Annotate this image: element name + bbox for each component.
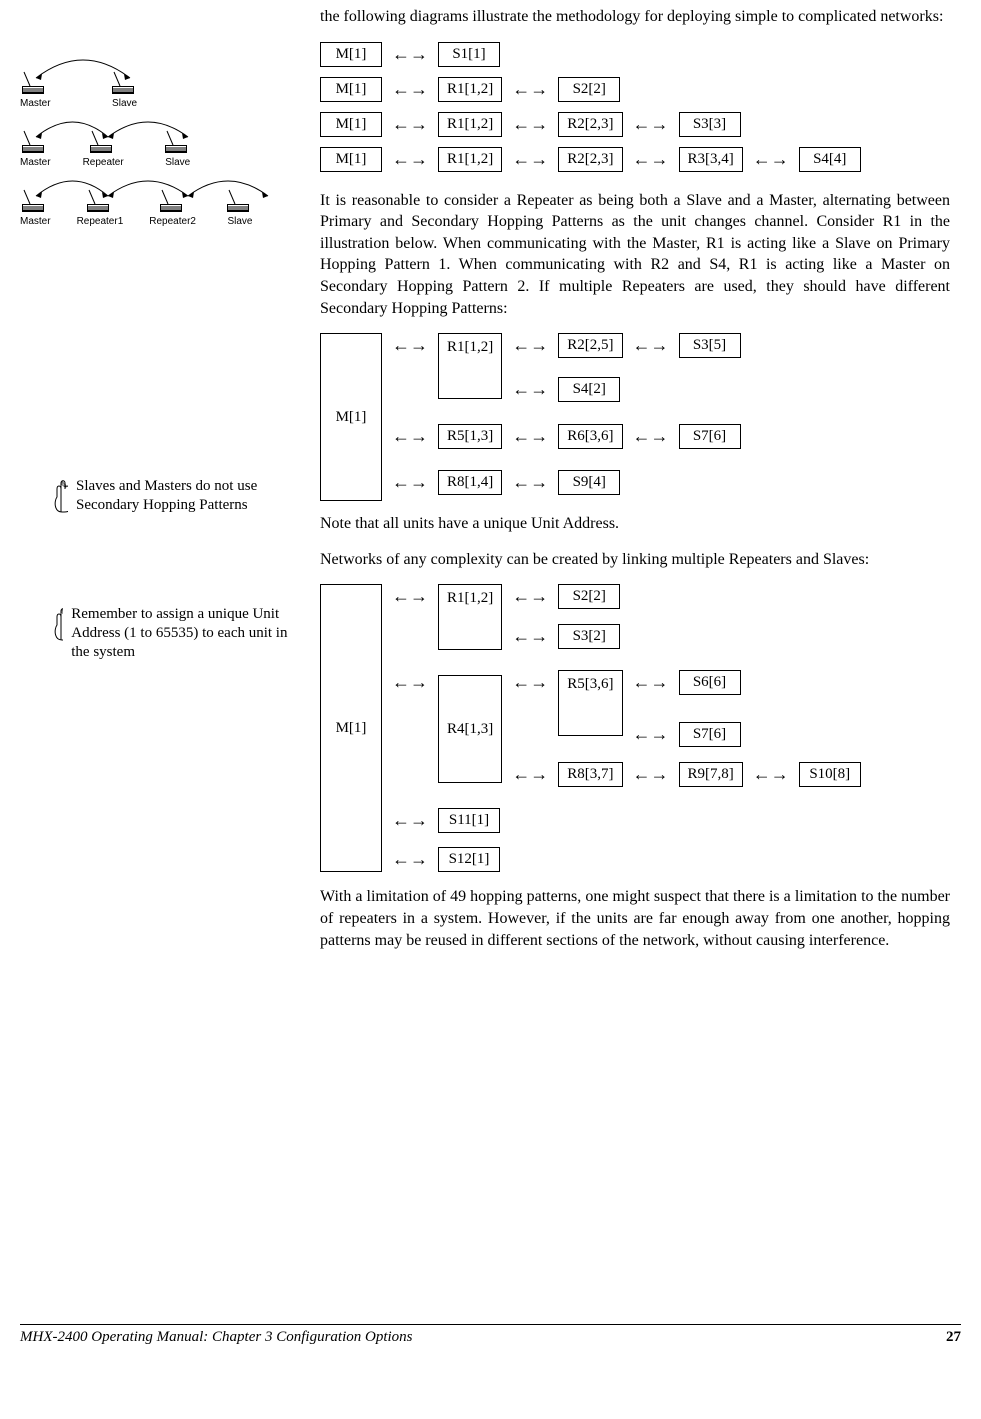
- label: Slave: [227, 216, 252, 227]
- node-slave: S3[5]: [679, 333, 741, 358]
- margin-note-2: ✎ Remember to assign a unique Unit Addre…: [50, 605, 290, 661]
- paragraph: the following diagrams illustrate the me…: [320, 6, 950, 28]
- label: Slave: [112, 98, 137, 109]
- arrow-icon: ←→: [623, 112, 679, 135]
- node-repeater: R5[3,6]: [558, 670, 622, 736]
- main-content: the following diagrams illustrate the me…: [320, 6, 950, 951]
- arrow-icon: ←→: [502, 147, 558, 170]
- node-box: R1[1,2]: [438, 147, 502, 172]
- node-slave: S11[1]: [438, 808, 500, 833]
- arrow-icon: ←→: [382, 112, 438, 135]
- node-slave: S10[8]: [799, 762, 861, 787]
- paragraph: With a limitation of 49 hopping patterns…: [320, 886, 950, 951]
- arrow-icon: ←→: [382, 42, 438, 65]
- arc: [28, 109, 228, 139]
- paragraph: Note that all units have a unique Unit A…: [320, 513, 950, 535]
- label: Repeater2: [149, 216, 196, 227]
- node-repeater: R2[2,5]: [558, 333, 622, 358]
- arrow-icon: ←→: [502, 112, 558, 135]
- node-slave: S7[6]: [679, 424, 741, 449]
- node-repeater: R5[1,3]: [438, 424, 502, 449]
- label: Repeater: [83, 157, 124, 168]
- node-box: M[1]: [320, 147, 382, 172]
- node-repeater: R1[1,2]: [438, 584, 502, 650]
- node-slave: S7[6]: [679, 722, 741, 747]
- arrow-icon: ←→: [623, 147, 679, 170]
- arrow-icon: ←→: [382, 147, 438, 170]
- label: Master: [20, 157, 51, 168]
- sidebar: Master Slave Master Rep: [20, 0, 300, 661]
- chain-row: M[1]←→R1[1,2]←→S2[2]: [320, 77, 950, 102]
- node-master: M[1]: [320, 333, 382, 501]
- node-repeater: R6[3,6]: [558, 424, 622, 449]
- paragraph: Networks of any complexity can be create…: [320, 549, 950, 571]
- node-slave: S9[4]: [558, 470, 620, 495]
- label: Master: [20, 98, 51, 109]
- margin-note-1: ✎ Slaves and Masters do not use Secondar…: [50, 477, 290, 515]
- node-box: R1[1,2]: [438, 77, 502, 102]
- topology-row-3: Master Repeater1 Repeater2 Slave: [20, 188, 300, 227]
- hand-icon: ✎: [50, 607, 63, 643]
- arc: [28, 168, 308, 198]
- chain-diagrams: M[1]←→S1[1]M[1]←→R1[1,2]←→S2[2]M[1]←→R1[…: [320, 42, 950, 172]
- node-slave: S6[6]: [679, 670, 741, 695]
- node-box: S1[1]: [438, 42, 500, 67]
- footer-text: MHX-2400 Operating Manual: Chapter 3 Con…: [20, 1329, 413, 1345]
- node-repeater: R8[3,7]: [558, 762, 622, 787]
- page-footer: MHX-2400 Operating Manual: Chapter 3 Con…: [20, 1324, 961, 1346]
- topology-row-2: Master Repeater Slave: [20, 129, 300, 168]
- chain-row: M[1]←→R1[1,2]←→R2[2,3]←→R3[3,4]←→S4[4]: [320, 147, 950, 172]
- node-slave: S4[2]: [558, 377, 620, 402]
- arrow-icon: ←→: [743, 147, 799, 170]
- node-repeater: R1[1,2]: [438, 333, 502, 399]
- topology-row-1: Master Slave: [20, 70, 300, 109]
- node-repeater: R9[7,8]: [679, 762, 743, 787]
- node-repeater: R8[1,4]: [438, 470, 502, 495]
- node-slave: S12[1]: [438, 847, 500, 872]
- node-box: R2[2,3]: [558, 112, 622, 137]
- node-slave: S2[2]: [558, 584, 620, 609]
- label: Slave: [165, 157, 190, 168]
- node-repeater: R4[1,3]: [438, 675, 502, 783]
- node-box: R2[2,3]: [558, 147, 622, 172]
- label: Repeater1: [77, 216, 124, 227]
- node-box: M[1]: [320, 112, 382, 137]
- label: Master: [20, 216, 51, 227]
- svg-text:✎: ✎: [60, 608, 63, 618]
- chain-row: M[1]←→S1[1]: [320, 42, 950, 67]
- arrow-icon: ←→: [382, 77, 438, 100]
- node-box: R3[3,4]: [679, 147, 743, 172]
- paragraph: It is reasonable to consider a Repeater …: [320, 190, 950, 320]
- note-text: Remember to assign a unique Unit Address…: [71, 605, 290, 661]
- node-box: S3[3]: [679, 112, 741, 137]
- node-box: M[1]: [320, 77, 382, 102]
- arc: [28, 50, 158, 80]
- node-slave: S3[2]: [558, 624, 620, 649]
- node-box: R1[1,2]: [438, 112, 502, 137]
- node-box: S2[2]: [558, 77, 620, 102]
- tree-diagram-2: M[1] ←→ R1[1,2] ←→ S2[2] ←→ S3[2] ←→ R4[…: [320, 584, 861, 872]
- node-box: M[1]: [320, 42, 382, 67]
- note-text: Slaves and Masters do not use Secondary …: [76, 477, 290, 515]
- page-number: 27: [946, 1329, 961, 1346]
- hand-icon: ✎: [50, 479, 68, 515]
- node-box: S4[4]: [799, 147, 861, 172]
- node-master: M[1]: [320, 584, 382, 872]
- arrow-icon: ←→: [502, 77, 558, 100]
- tree-diagram-1: M[1] ←→ R1[1,2] ←→ R2[2,5] ←→ S3[5] ←→ S…: [320, 333, 741, 501]
- chain-row: M[1]←→R1[1,2]←→R2[2,3]←→S3[3]: [320, 112, 950, 137]
- svg-text:✎: ✎: [60, 480, 68, 490]
